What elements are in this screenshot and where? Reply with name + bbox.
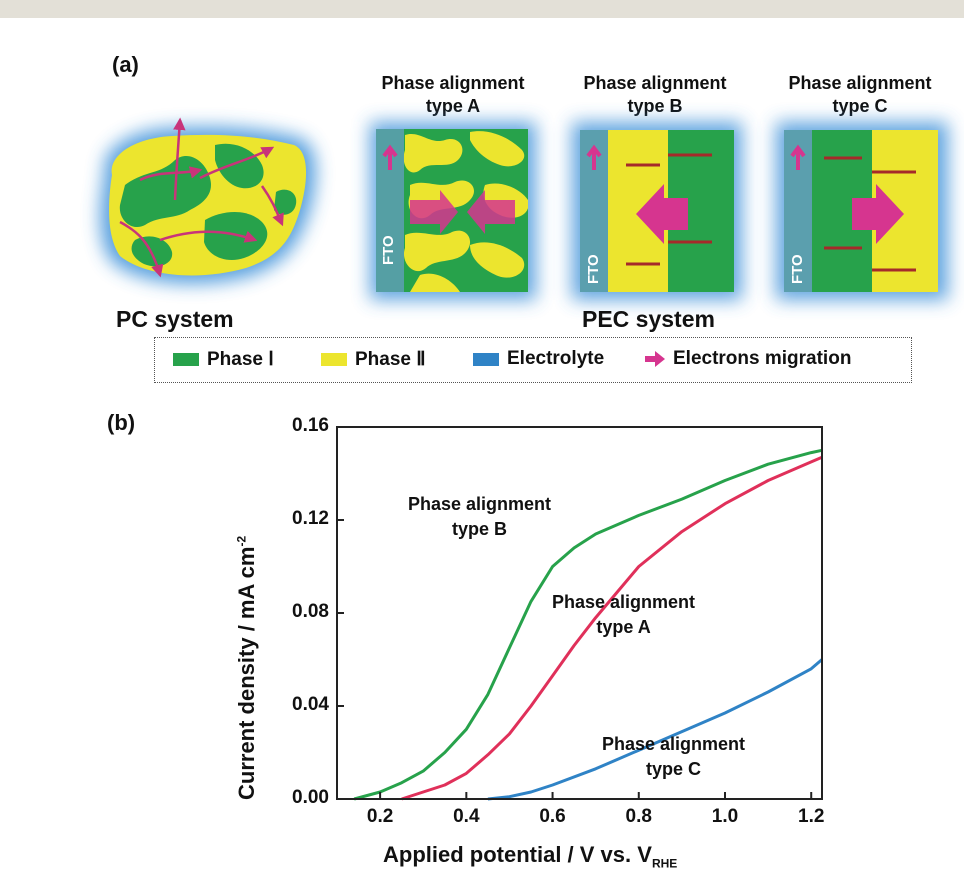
panel-b-label: (b): [107, 410, 136, 435]
legend-swatch-phase-2: [321, 353, 347, 366]
diagram-title-c-line2: type C: [832, 96, 888, 116]
x-tick-label: 1.2: [798, 806, 825, 827]
legend-swatch-electrolyte: [473, 352, 499, 366]
diagram-title-a-line1: Phase alignment: [381, 73, 525, 93]
legend-item-phase-2: Phase Ⅱ: [321, 348, 426, 371]
y-tick-label: 0.00: [292, 787, 329, 808]
electrode-type-c: [776, 122, 948, 300]
y-axis-title-main: Current density / mA cm: [234, 546, 259, 800]
series-line-type-a: [401, 455, 823, 801]
legend-item-electrolyte: Electrolyte: [473, 348, 604, 370]
annotation-type-b-line2: type B: [452, 519, 508, 539]
legend: Phase Ⅰ Phase Ⅱ Electrolyte Electrons mi…: [154, 337, 912, 383]
x-tick-label: 1.0: [711, 806, 739, 827]
diagram-title-type-c: Phase alignment type C: [760, 72, 960, 118]
x-tick-label: 0.4: [453, 806, 480, 827]
annotation-type-b-line1: Phase alignment: [408, 494, 552, 514]
y-tick-label: 0.12: [292, 508, 329, 529]
panel-a-label: (a): [112, 52, 139, 77]
top-strip: [0, 0, 964, 18]
pec-system-label: PEC system: [582, 306, 715, 332]
annotation-type-c: Phase alignment type C: [602, 732, 745, 782]
x-tick-label: 0.6: [539, 806, 566, 827]
annotation-type-c-line1: Phase alignment: [602, 734, 746, 754]
legend-item-phase-1: Phase Ⅰ: [173, 348, 274, 371]
y-axis-title-sup: -2: [234, 535, 249, 547]
annotation-type-a-line1: Phase alignment: [552, 592, 696, 612]
annotation-type-a: Phase alignment type A: [552, 590, 695, 640]
pc-system-label: PC system: [116, 306, 234, 332]
diagram-title-type-b: Phase alignment type B: [555, 72, 755, 118]
electrode-type-b: [572, 122, 742, 300]
y-tick-label: 0.16: [292, 415, 329, 436]
electrons-arrow-icon: [645, 351, 665, 367]
legend-label-electrolyte: Electrolyte: [507, 348, 605, 369]
series-line-type-c: [487, 658, 823, 801]
y-axis-title: Current density / mA cm-2: [234, 536, 260, 800]
diagram-title-a-line2: type A: [425, 96, 481, 116]
annotation-type-b: Phase alignment type B: [408, 492, 551, 542]
annotation-type-c-line2: type C: [646, 759, 702, 779]
legend-swatch-phase-1: [173, 353, 199, 366]
electrode-type-a: [370, 122, 536, 300]
x-axis-title: Applied potential / V vs. VRHE: [383, 842, 677, 870]
x-tick-label: 0.2: [366, 806, 394, 827]
annotation-type-a-line2: type A: [596, 617, 651, 637]
series-line-type-b: [353, 448, 823, 801]
legend-label-phase-2: Phase Ⅱ: [355, 349, 426, 370]
legend-label-electrons: Electrons migration: [673, 348, 852, 369]
diagram-title-type-a: Phase alignment type A: [353, 72, 553, 118]
diagram-title-b-line2: type B: [627, 96, 683, 116]
x-tick-label: 0.8: [625, 806, 652, 827]
y-tick-label: 0.04: [292, 694, 329, 715]
legend-item-electrons: Electrons migration: [645, 348, 851, 370]
y-tick-label: 0.08: [292, 601, 329, 622]
x-axis-title-sub: RHE: [651, 856, 678, 871]
diagram-title-c-line1: Phase alignment: [788, 73, 932, 93]
x-axis-title-main: Applied potential / V vs. V: [383, 842, 652, 867]
pc-system-particle: [100, 117, 316, 284]
legend-label-phase-1: Phase Ⅰ: [207, 349, 274, 370]
diagram-title-b-line1: Phase alignment: [583, 73, 727, 93]
